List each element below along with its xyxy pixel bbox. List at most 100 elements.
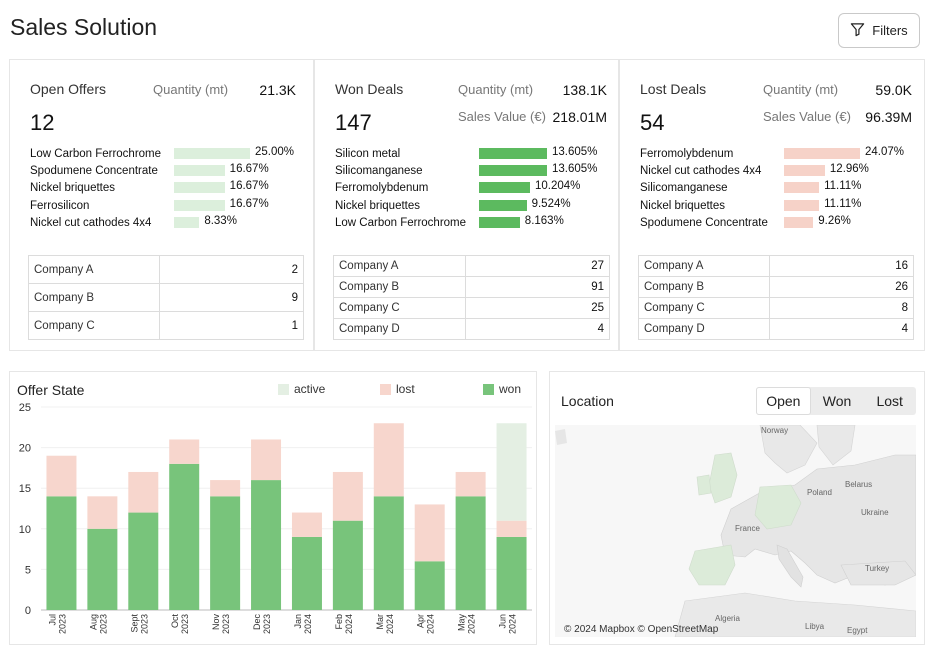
bar-segment-lost	[128, 471, 159, 513]
product-label: Nickel briquettes	[640, 199, 726, 212]
lost-deals-card: Lost Deals Quantity (mt) 59.0K Sales Val…	[619, 59, 925, 351]
map-label: Algeria	[715, 614, 740, 623]
bar-segment-lost	[87, 496, 118, 529]
y-tick-label: 10	[19, 524, 31, 536]
product-label: Low Carbon Ferrochrome	[30, 148, 162, 160]
product-row[interactable]: Low Carbon Ferrochrome 25.00%	[30, 146, 310, 162]
company-name: Company B	[333, 276, 466, 298]
product-row[interactable]: Silicomanganese 13.605%	[335, 163, 615, 179]
y-tick-label: 25	[19, 402, 31, 414]
open-offers-card: Open Offers Quantity (mt) 21.3K 12 Low C…	[9, 59, 314, 351]
product-row[interactable]: Ferrosilicon 16.67%	[30, 198, 310, 214]
map-land-north-africa	[674, 592, 916, 637]
legend-label-lost: lost	[396, 382, 415, 396]
lost-deals-sales-label: Sales Value (€)	[763, 109, 851, 124]
bar-segment-won	[373, 496, 404, 610]
product-label: Spodumene Concentrate	[30, 165, 158, 178]
map-label: Norway	[761, 426, 788, 435]
product-percentage: 12.96%	[829, 163, 869, 176]
lost-deals-quantity-label: Quantity (mt)	[763, 82, 839, 97]
bar-segment-active	[496, 423, 527, 521]
map-land-turkey	[840, 560, 916, 586]
product-label: Nickel briquettes	[335, 199, 421, 212]
map-label: Libya	[805, 622, 825, 631]
product-row[interactable]: Spodumene Concentrate 9.26%	[640, 215, 920, 231]
company-name: Company B	[638, 276, 770, 298]
bar-segment-won	[46, 496, 77, 610]
company-name: Company C	[638, 297, 770, 319]
bar-segment-lost	[210, 480, 241, 497]
y-tick-label: 0	[25, 605, 31, 617]
legend-item-active[interactable]: active	[278, 382, 325, 396]
open-offers-quantity-label: Quantity (mt)	[153, 82, 229, 97]
product-label: Nickel cut cathodes 4x4	[30, 216, 152, 229]
map-land-iberia	[688, 544, 736, 586]
product-percentage: 13.605%	[552, 163, 598, 176]
product-percentage: 9.524%	[531, 197, 571, 210]
table-row[interactable]: Company B 26	[638, 276, 914, 298]
product-bar	[784, 148, 860, 159]
filters-label: Filters	[872, 23, 908, 38]
product-bar	[784, 182, 820, 194]
x-tick-label: 2024	[385, 614, 395, 634]
table-row[interactable]: Company C 25	[333, 297, 610, 319]
product-row[interactable]: Low Carbon Ferrochrome 8.163%	[335, 215, 615, 231]
product-bar	[479, 148, 547, 159]
bar-segment-lost	[332, 471, 363, 521]
product-row[interactable]: Nickel cut cathodes 4x4 8.33%	[30, 215, 310, 231]
product-percentage: 24.07%	[865, 146, 905, 158]
product-row[interactable]: Spodumene Concentrate 16.67%	[30, 163, 310, 179]
page-title: Sales Solution	[10, 14, 158, 40]
tab-open[interactable]: Open	[756, 387, 811, 415]
won-deals-company-table: Company A 27 Company B 91 Company C 25 Comp…	[333, 255, 610, 340]
tab-lost[interactable]: Lost	[876, 393, 903, 409]
table-row[interactable]: Company B 91	[333, 276, 610, 298]
product-bar	[784, 216, 814, 228]
product-percentage: 16.67%	[229, 180, 269, 193]
product-label: Ferromolybdenum	[335, 182, 429, 195]
product-bar	[784, 199, 820, 211]
product-row[interactable]: Silicon metal 13.605%	[335, 146, 615, 162]
x-tick-label: Mar	[375, 614, 385, 630]
y-tick-label: 5	[25, 564, 31, 576]
filters-button[interactable]: Filters	[838, 13, 920, 48]
product-percentage: 16.67%	[229, 197, 269, 210]
product-row[interactable]: Silicomanganese 11.11%	[640, 180, 920, 196]
legend-item-lost[interactable]: lost	[380, 382, 415, 396]
table-row[interactable]: Company A 27	[333, 255, 610, 277]
product-row[interactable]: Nickel briquettes 9.524%	[335, 198, 615, 214]
product-bar	[479, 165, 547, 177]
bar-segment-lost	[169, 439, 200, 464]
product-row[interactable]: Ferromolybdenum 10.204%	[335, 180, 615, 196]
table-row[interactable]: Company A 16	[638, 255, 914, 277]
product-row[interactable]: Nickel briquettes 16.67%	[30, 180, 310, 196]
bar-segment-won	[455, 496, 486, 610]
map-attribution: © 2024 Mapbox © OpenStreetMap	[564, 624, 719, 635]
product-bar	[174, 216, 200, 228]
product-label: Silicomanganese	[335, 165, 423, 178]
legend-item-won[interactable]: won	[483, 382, 521, 396]
company-name: Company A	[638, 255, 770, 277]
tab-won[interactable]: Won	[822, 393, 852, 409]
company-name: Company A	[333, 255, 466, 277]
legend-label-active: active	[294, 382, 326, 396]
x-tick-label: Jul	[47, 614, 57, 626]
company-value: 91	[465, 276, 610, 298]
product-row[interactable]: Nickel cut cathodes 4x4 12.96%	[640, 163, 920, 179]
product-label: Silicomanganese	[640, 182, 728, 195]
x-tick-label: Nov	[211, 614, 221, 631]
product-row[interactable]: Ferromolybdenum 24.07%	[640, 146, 920, 162]
legend-swatch-won	[483, 383, 494, 395]
location-card: Location Open Won Lost Norway Poland Belar…	[549, 371, 925, 645]
location-map[interactable]: Norway Poland Belarus Ukraine France Turkey Al…	[555, 425, 916, 637]
product-bar	[784, 165, 825, 177]
product-row[interactable]: Nickel briquettes 11.11%	[640, 198, 920, 214]
company-value: 16	[769, 255, 914, 277]
